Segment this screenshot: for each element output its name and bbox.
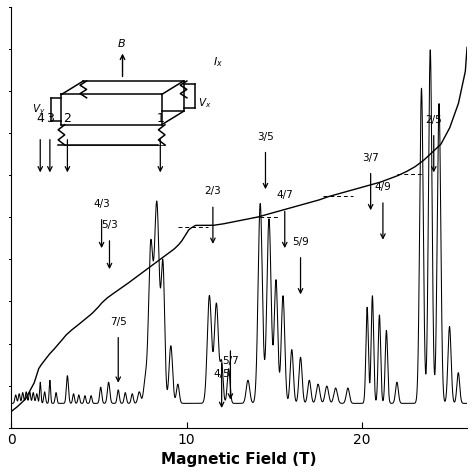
X-axis label: Magnetic Field (T): Magnetic Field (T): [162, 452, 317, 467]
Text: 5/7: 5/7: [222, 356, 239, 366]
Text: 4: 4: [36, 112, 44, 125]
Text: 2/3: 2/3: [204, 186, 221, 196]
Text: 5/9: 5/9: [292, 237, 309, 247]
Text: 4/5: 4/5: [213, 369, 230, 379]
Text: 3/5: 3/5: [257, 132, 274, 142]
Text: 3: 3: [46, 112, 54, 125]
Text: 4/9: 4/9: [374, 182, 392, 192]
Text: 4/7: 4/7: [276, 191, 293, 201]
Text: 5/3: 5/3: [101, 220, 118, 230]
Text: 4/3: 4/3: [93, 199, 110, 209]
Text: 7/5: 7/5: [110, 317, 127, 327]
Text: 3/7: 3/7: [362, 153, 379, 163]
Text: 2/5: 2/5: [425, 115, 442, 125]
Text: 2: 2: [64, 112, 72, 125]
Text: 1: 1: [156, 112, 164, 125]
